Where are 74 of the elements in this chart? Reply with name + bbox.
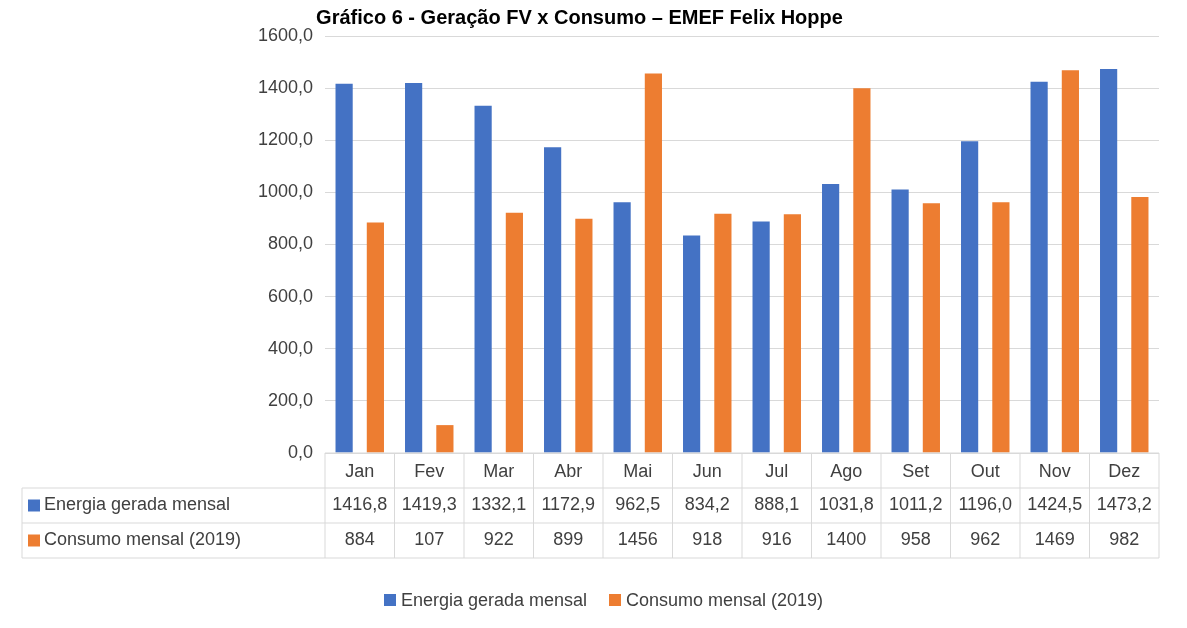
text: Consumo mensal (2019) xyxy=(44,529,242,550)
data-label: 1473,2 xyxy=(1096,494,1152,515)
bar xyxy=(366,222,384,453)
y-tick-label: 1000,0 xyxy=(257,181,313,202)
bar xyxy=(992,202,1010,453)
data-label: 958 xyxy=(900,529,931,550)
data-label: 1469 xyxy=(1034,529,1075,550)
y-tick-label: 400,0 xyxy=(267,337,313,358)
data-label: 107 xyxy=(414,529,445,550)
bar xyxy=(644,73,662,453)
data-label: 899 xyxy=(553,529,584,550)
bar xyxy=(1061,70,1079,453)
x-tick-label: Nov xyxy=(1038,460,1071,481)
data-label: 1416,8 xyxy=(332,494,388,515)
y-tick-label: 200,0 xyxy=(267,389,313,410)
bar xyxy=(405,83,423,453)
bar xyxy=(714,213,732,453)
data-label: 918 xyxy=(692,529,723,550)
data-label: 1196,0 xyxy=(958,494,1013,515)
data-label: 1332,1 xyxy=(471,494,527,515)
data-label: 1031,8 xyxy=(818,494,874,515)
bar xyxy=(1030,81,1048,453)
data-label: 1419,3 xyxy=(401,494,457,515)
data-label: 1424,5 xyxy=(1027,494,1083,515)
text: Energia gerada mensal xyxy=(400,589,587,610)
chart-title: Gráfico 6 - Geração FV x Consumo – EMEF Felix Hoppe xyxy=(316,5,843,28)
data-label: 916 xyxy=(761,529,792,550)
x-tick-label: Jan xyxy=(345,460,375,481)
data-label: 1011,2 xyxy=(888,494,943,515)
x-tick-label: Mai xyxy=(623,460,653,481)
bar xyxy=(575,218,593,453)
data-label: 1456 xyxy=(617,529,658,550)
x-tick-label: Set xyxy=(902,460,930,481)
bar xyxy=(544,147,562,453)
data-label: 962 xyxy=(970,529,1001,550)
data-label: 888,1 xyxy=(754,494,800,515)
data-label: 1172,9 xyxy=(541,494,596,515)
data-label: 962,5 xyxy=(615,494,661,515)
bar xyxy=(961,141,979,453)
y-tick-label: 0,0 xyxy=(287,441,313,462)
bar xyxy=(436,425,454,453)
bar xyxy=(783,214,801,453)
bar xyxy=(922,203,940,453)
data-label: 982 xyxy=(1109,529,1140,550)
bar xyxy=(474,105,492,453)
data-label: 884 xyxy=(344,529,375,550)
data-label: 922 xyxy=(483,529,514,550)
bar xyxy=(822,184,840,453)
bar xyxy=(335,83,353,453)
x-tick-label: Fev xyxy=(414,460,445,481)
x-tick-label: Jun xyxy=(692,460,722,481)
x-tick-label: Ago xyxy=(830,460,863,481)
y-tick-label: 600,0 xyxy=(267,285,313,306)
bar xyxy=(683,235,701,453)
x-tick-label: Out xyxy=(970,460,1000,481)
bar xyxy=(505,212,523,453)
x-tick-label: Mar xyxy=(483,460,515,481)
bar xyxy=(613,202,631,453)
y-tick-label: 800,0 xyxy=(267,233,313,254)
data-label: 1400 xyxy=(826,529,867,550)
y-tick-label: 1200,0 xyxy=(257,129,313,150)
bar xyxy=(752,221,770,453)
bar xyxy=(1131,197,1149,453)
bar xyxy=(853,88,871,453)
bar xyxy=(1100,69,1118,453)
data-label: 834,2 xyxy=(684,494,730,515)
x-tick-label: Abr xyxy=(554,460,583,481)
legend-label: Energia gerada mensal xyxy=(44,494,231,515)
y-tick-label: 1600,0 xyxy=(257,24,313,45)
x-tick-label: Jul xyxy=(765,460,789,481)
legend-label: Consumo mensal (2019) xyxy=(626,589,824,611)
bar xyxy=(891,189,909,453)
x-tick-label: Dez xyxy=(1108,460,1141,481)
y-tick-label: 1400,0 xyxy=(257,77,313,98)
